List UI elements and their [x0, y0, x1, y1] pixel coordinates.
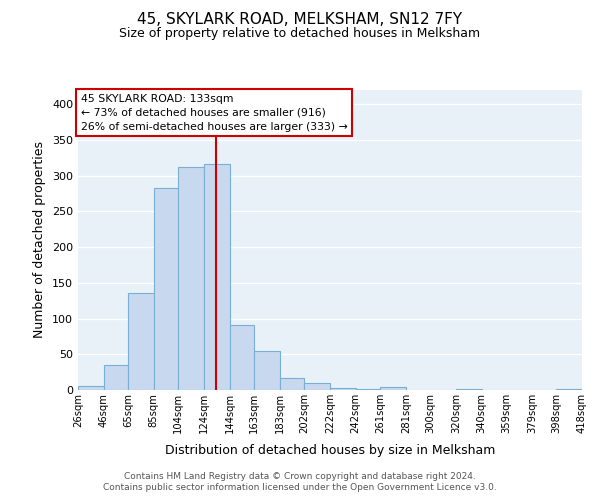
Bar: [178, 167, 204, 390]
Text: Size of property relative to detached houses in Melksham: Size of property relative to detached ho…: [119, 28, 481, 40]
Text: Contains HM Land Registry data © Crown copyright and database right 2024.: Contains HM Land Registry data © Crown c…: [124, 472, 476, 481]
Text: 45, SKYLARK ROAD, MELKSHAM, SN12 7FY: 45, SKYLARK ROAD, MELKSHAM, SN12 7FY: [137, 12, 463, 28]
Text: Contains public sector information licensed under the Open Government Licence v3: Contains public sector information licen…: [103, 484, 497, 492]
Bar: [280, 378, 304, 390]
Bar: [128, 293, 154, 390]
Bar: [254, 350, 280, 390]
Bar: [104, 365, 128, 390]
Bar: [204, 164, 230, 390]
Bar: [380, 387, 406, 390]
Bar: [78, 386, 104, 390]
X-axis label: Distribution of detached houses by size in Melksham: Distribution of detached houses by size …: [165, 444, 495, 458]
Bar: [330, 388, 356, 390]
Bar: [230, 325, 254, 390]
Y-axis label: Number of detached properties: Number of detached properties: [34, 142, 46, 338]
Bar: [304, 383, 330, 390]
Bar: [154, 188, 178, 390]
Text: 45 SKYLARK ROAD: 133sqm
← 73% of detached houses are smaller (916)
26% of semi-d: 45 SKYLARK ROAD: 133sqm ← 73% of detache…: [80, 94, 347, 132]
